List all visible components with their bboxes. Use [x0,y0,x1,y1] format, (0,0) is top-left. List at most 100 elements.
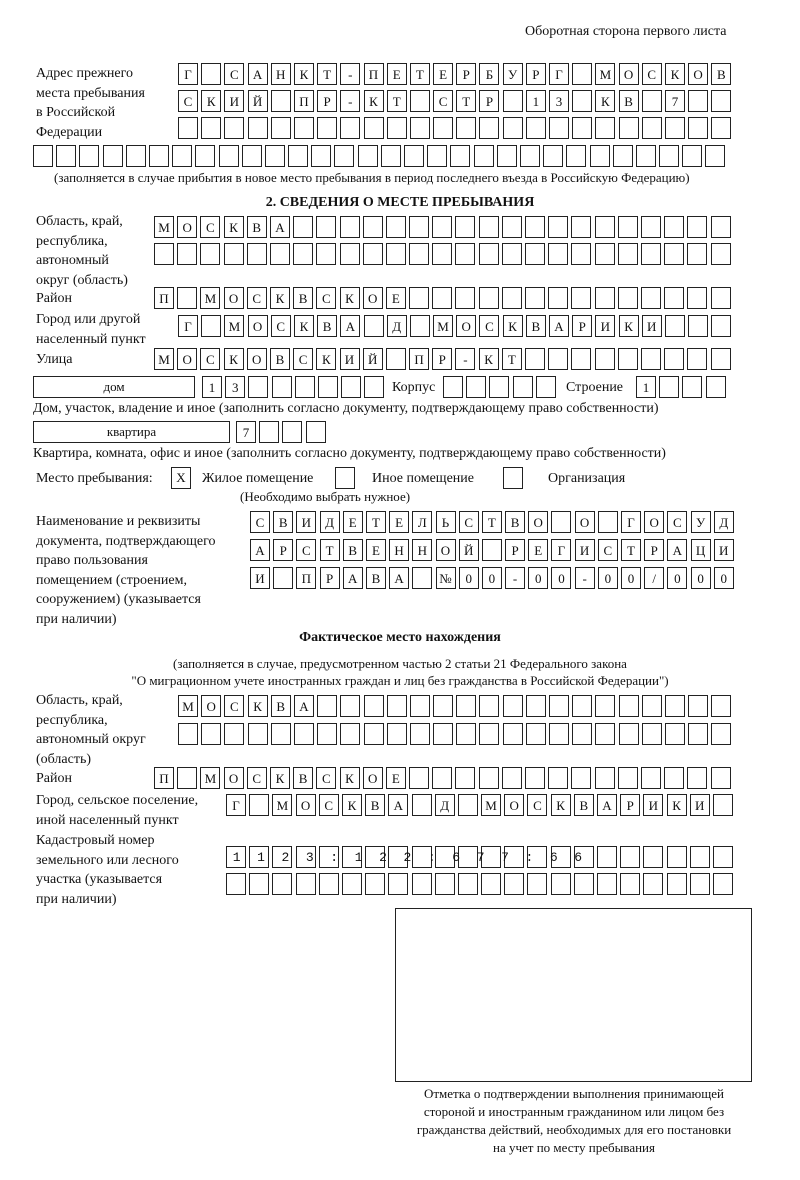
char-cell[interactable] [594,243,615,265]
char-cell[interactable] [548,287,569,309]
char-cell[interactable] [434,873,455,895]
char-cell[interactable] [102,145,123,167]
char-cell[interactable]: К [666,794,687,816]
char-cell[interactable] [635,145,656,167]
char-cell[interactable] [589,145,610,167]
char-cell[interactable]: О [177,348,198,370]
char-cell[interactable] [620,873,641,895]
char-cell[interactable]: С [246,287,267,309]
char-cell[interactable] [248,376,269,398]
char-cell[interactable]: Д [319,511,340,533]
char-cell[interactable] [282,421,303,443]
char-cell[interactable] [363,315,384,337]
char-cell[interactable]: Е [342,511,363,533]
char-cell[interactable] [259,421,280,443]
char-cell[interactable] [659,145,680,167]
char-cell[interactable]: Г [551,539,572,561]
char-cell[interactable] [409,216,430,238]
char-cell[interactable] [664,216,685,238]
char-cell[interactable]: К [339,287,360,309]
char-cell[interactable] [682,376,703,398]
char-cell[interactable]: Л [412,511,433,533]
char-cell[interactable] [711,695,732,717]
char-cell[interactable] [710,287,731,309]
char-cell[interactable] [549,695,569,717]
char-cell[interactable] [479,695,500,717]
char-cell[interactable]: Е [386,63,407,85]
char-cell[interactable] [711,723,732,745]
char-cell[interactable] [640,287,661,309]
char-cell[interactable]: О [644,511,665,533]
char-cell[interactable] [456,695,477,717]
char-cell[interactable] [664,243,685,265]
char-cell[interactable] [433,695,454,717]
char-cell[interactable] [318,873,339,895]
char-cell[interactable]: Р [644,539,665,561]
char-cell[interactable]: К [293,63,314,85]
char-cell[interactable]: П [363,63,384,85]
char-cell[interactable] [617,767,638,789]
char-cell[interactable]: 3 [225,376,246,398]
char-cell[interactable]: М [200,287,221,309]
korpus-row[interactable] [443,376,559,398]
char-cell[interactable] [365,873,386,895]
char-cell[interactable] [712,794,733,816]
char-cell[interactable] [409,723,430,745]
char-cell[interactable] [640,216,661,238]
char-cell[interactable] [659,376,680,398]
char-cell[interactable] [689,873,710,895]
char-cell[interactable] [573,873,594,895]
char-cell[interactable]: 7 [664,90,685,112]
char-cell[interactable]: О [688,63,709,85]
char-cell[interactable]: П [409,348,430,370]
char-cell[interactable] [311,145,332,167]
char-cell[interactable] [226,873,246,895]
char-cell[interactable]: С [527,794,548,816]
char-cell[interactable]: Й [458,539,479,561]
char-cell[interactable]: Г [226,794,246,816]
char-cell[interactable] [409,117,430,139]
char-cell[interactable] [641,723,662,745]
char-cell[interactable]: С [224,63,245,85]
char-cell[interactable]: - [505,567,526,589]
char-cell[interactable]: С [250,511,270,533]
flat-number-row[interactable]: 7 [236,421,329,443]
char-cell[interactable] [317,117,338,139]
char-cell[interactable] [341,846,362,868]
char-cell[interactable]: 0 [481,567,502,589]
char-cell[interactable]: 0 [597,567,618,589]
char-cell[interactable] [341,873,362,895]
char-cell[interactable]: М [595,63,616,85]
char-cell[interactable] [712,873,733,895]
char-cell[interactable] [572,90,593,112]
char-cell[interactable]: 1 [525,90,546,112]
char-cell[interactable] [572,723,593,745]
char-cell[interactable] [688,723,709,745]
char-cell[interactable] [566,145,587,167]
char-cell[interactable] [288,145,309,167]
char-cell[interactable]: - [340,63,361,85]
char-cell[interactable] [519,145,540,167]
char-cell[interactable]: 0 [667,567,688,589]
char-cell[interactable]: Р [505,539,526,561]
char-cell[interactable]: В [293,767,314,789]
char-cell[interactable] [502,723,523,745]
char-cell[interactable]: Т [501,348,522,370]
char-cell[interactable]: К [201,90,222,112]
char-cell[interactable] [295,873,316,895]
char-cell[interactable] [409,90,430,112]
char-cell[interactable] [427,145,448,167]
char-cell[interactable] [317,376,338,398]
char-cell[interactable] [525,767,545,789]
char-cell[interactable]: О [223,287,244,309]
char-cell[interactable]: О [362,767,383,789]
char-cell[interactable] [270,723,291,745]
char-cell[interactable]: И [224,90,245,112]
char-cell[interactable] [640,348,661,370]
char-cell[interactable]: М [200,767,221,789]
char-cell[interactable] [617,287,638,309]
char-cell[interactable] [201,63,222,85]
checkbox-residential[interactable]: Х [171,467,191,489]
char-cell[interactable]: - [340,90,361,112]
